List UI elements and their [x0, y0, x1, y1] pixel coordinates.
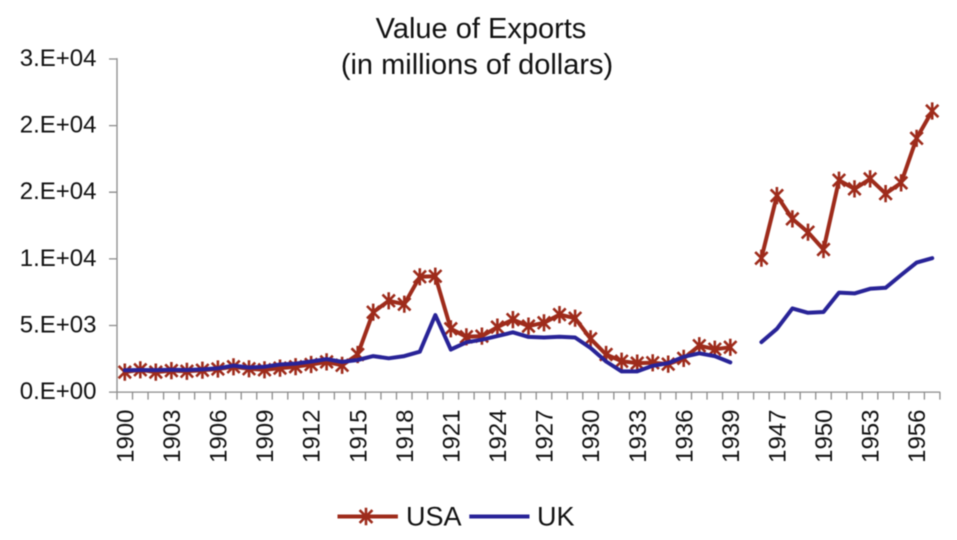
svg-text:1918: 1918	[392, 410, 419, 463]
svg-text:1939: 1939	[718, 410, 745, 463]
svg-text:(in millions of dollars): (in millions of dollars)	[341, 49, 613, 81]
svg-text:1903: 1903	[159, 410, 186, 463]
svg-text:1930: 1930	[578, 410, 605, 463]
svg-text:1956: 1956	[904, 410, 931, 463]
svg-text:1947: 1947	[765, 410, 792, 463]
svg-text:UK: UK	[537, 502, 575, 532]
svg-text:1924: 1924	[485, 410, 512, 463]
svg-text:1900: 1900	[112, 410, 139, 463]
svg-text:USA: USA	[406, 502, 462, 532]
svg-text:1912: 1912	[299, 410, 326, 463]
svg-text:1921: 1921	[438, 410, 465, 463]
svg-text:1927: 1927	[532, 410, 559, 463]
svg-text:1909: 1909	[252, 410, 279, 463]
svg-text:1950: 1950	[811, 410, 838, 463]
svg-text:1906: 1906	[206, 410, 233, 463]
svg-text:1936: 1936	[671, 410, 698, 463]
svg-text:5.E+03: 5.E+03	[20, 312, 97, 339]
svg-text:2.E+04: 2.E+04	[20, 112, 97, 139]
svg-text:2.E+04: 2.E+04	[20, 178, 97, 205]
svg-text:Value of Exports: Value of Exports	[376, 13, 587, 45]
svg-text:1953: 1953	[858, 410, 885, 463]
svg-text:1933: 1933	[625, 410, 652, 463]
svg-text:0.E+00: 0.E+00	[20, 378, 97, 405]
svg-text:1915: 1915	[345, 410, 372, 463]
svg-text:3.E+04: 3.E+04	[20, 45, 97, 72]
svg-text:1.E+04: 1.E+04	[20, 245, 97, 272]
